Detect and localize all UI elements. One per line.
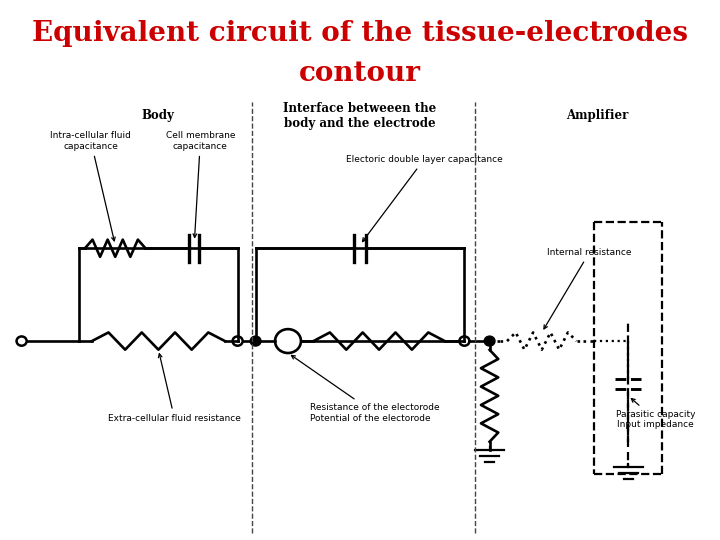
Text: Internal resistance: Internal resistance — [544, 248, 631, 329]
Text: Body: Body — [142, 109, 175, 122]
Text: Equivalent circuit of the tissue-electrodes: Equivalent circuit of the tissue-electro… — [32, 21, 688, 48]
Text: Electoric double layer capacitance: Electoric double layer capacitance — [346, 155, 503, 241]
Text: Cell membrane
capacitance: Cell membrane capacitance — [166, 131, 235, 238]
Circle shape — [251, 336, 261, 346]
Circle shape — [484, 336, 495, 346]
Text: Extra-cellular fluid resistance: Extra-cellular fluid resistance — [108, 354, 241, 423]
Text: Intra-cellular fluid
capacitance: Intra-cellular fluid capacitance — [50, 131, 131, 241]
Text: Amplifier: Amplifier — [567, 109, 629, 122]
Text: Parasitic capacity
Input impedance: Parasitic capacity Input impedance — [616, 399, 695, 429]
Text: Interface betweeen the
body and the electrode: Interface betweeen the body and the elec… — [284, 102, 436, 130]
Text: contour: contour — [299, 59, 421, 86]
Text: Resistance of the electorode
Potential of the electorode: Resistance of the electorode Potential o… — [292, 355, 439, 423]
